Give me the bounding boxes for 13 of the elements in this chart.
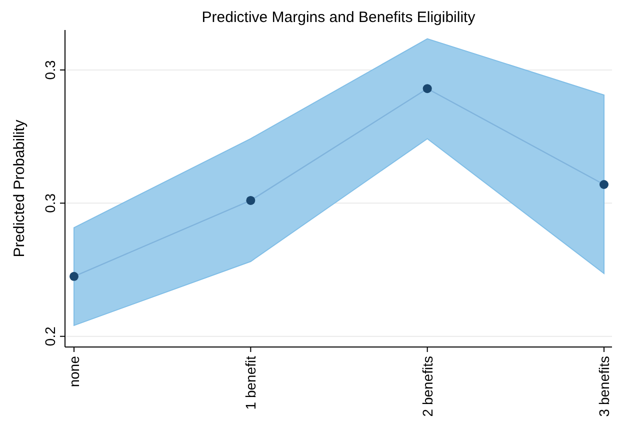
point [70,272,78,281]
x-tick-label: 1 benefit [242,356,259,410]
point [422,84,432,94]
y-tick-label: 0.2 [42,326,58,346]
y-tick-label: 0.3 [42,60,58,80]
x-tick-label: 2 benefits [419,356,436,417]
point [246,196,256,205]
y-tick-label: 0.3 [42,193,58,213]
y-axis-title: Predicted Probability [11,119,28,258]
chart-title: Predictive Margins and Benefits Eligibility [202,9,476,26]
x-tick-label: none [66,356,82,388]
point [600,180,608,190]
x-tick-label: 3 benefits [596,356,612,417]
